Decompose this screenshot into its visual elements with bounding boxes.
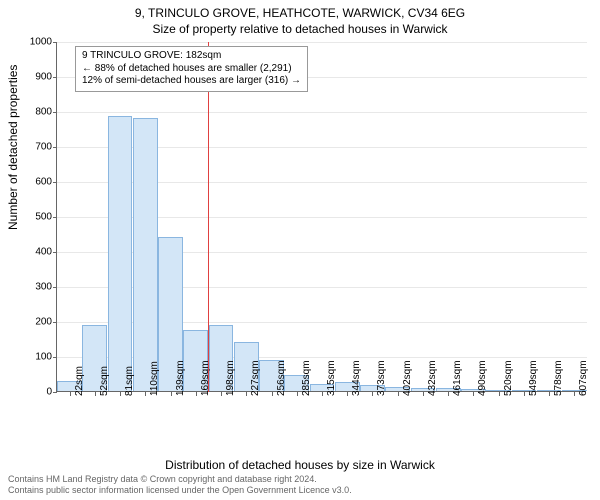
footer-line-1: Contains HM Land Registry data © Crown c… — [8, 474, 352, 485]
ytick-label: 900 — [12, 72, 52, 83]
ytick-mark — [53, 392, 57, 393]
xtick-mark — [272, 392, 273, 396]
xtick-mark — [120, 392, 121, 396]
annotation-line: 12% of semi-detached houses are larger (… — [82, 75, 301, 88]
reference-line — [208, 42, 209, 392]
ytick-label: 0 — [12, 387, 52, 398]
annotation-line: 9 TRINCULO GROVE: 182sqm — [82, 50, 301, 63]
ytick-mark — [53, 357, 57, 358]
xtick-label: 256sqm — [276, 360, 287, 396]
xtick-mark — [524, 392, 525, 396]
xtick-label: 169sqm — [200, 360, 211, 396]
footer: Contains HM Land Registry data © Crown c… — [8, 474, 352, 496]
xtick-mark — [145, 392, 146, 396]
xtick-label: 110sqm — [149, 361, 160, 396]
xtick-mark — [196, 392, 197, 396]
xtick-mark — [297, 392, 298, 396]
xtick-label: 22sqm — [74, 366, 85, 396]
xtick-label: 578sqm — [553, 360, 564, 396]
xtick-label: 315sqm — [326, 360, 337, 396]
chart-container: 9, TRINCULO GROVE, HEATHCOTE, WARWICK, C… — [0, 0, 600, 500]
chart-area: 0100200300400500600700800900100022sqm52s… — [56, 42, 586, 392]
annotation-box: 9 TRINCULO GROVE: 182sqm← 88% of detache… — [75, 46, 308, 92]
xtick-label: 52sqm — [99, 366, 110, 396]
ytick-mark — [53, 147, 57, 148]
xtick-label: 373sqm — [376, 360, 387, 396]
gridline — [57, 42, 587, 43]
page-subtitle: Size of property relative to detached ho… — [0, 22, 600, 38]
ytick-label: 1000 — [12, 37, 52, 48]
ytick-mark — [53, 182, 57, 183]
xtick-label: 607sqm — [578, 360, 589, 396]
xtick-label: 285sqm — [301, 360, 312, 396]
xtick-label: 490sqm — [477, 360, 488, 396]
histogram-bar — [108, 116, 133, 391]
xtick-label: 461sqm — [452, 360, 463, 396]
xtick-mark — [398, 392, 399, 396]
ytick-mark — [53, 322, 57, 323]
xtick-mark — [448, 392, 449, 396]
xtick-label: 198sqm — [225, 360, 236, 396]
xtick-mark — [221, 392, 222, 396]
ytick-label: 100 — [12, 352, 52, 363]
ytick-mark — [53, 112, 57, 113]
xtick-mark — [473, 392, 474, 396]
ytick-label: 300 — [12, 282, 52, 293]
xtick-label: 81sqm — [124, 366, 135, 396]
ytick-label: 500 — [12, 212, 52, 223]
ytick-label: 800 — [12, 107, 52, 118]
page-title: 9, TRINCULO GROVE, HEATHCOTE, WARWICK, C… — [0, 0, 600, 22]
xtick-label: 402sqm — [402, 360, 413, 396]
x-axis-label: Distribution of detached houses by size … — [0, 458, 600, 472]
xtick-mark — [171, 392, 172, 396]
ytick-mark — [53, 287, 57, 288]
xtick-mark — [549, 392, 550, 396]
ytick-mark — [53, 252, 57, 253]
xtick-mark — [246, 392, 247, 396]
ytick-mark — [53, 77, 57, 78]
ytick-label: 200 — [12, 317, 52, 328]
xtick-mark — [95, 392, 96, 396]
histogram-bar — [133, 118, 158, 391]
xtick-mark — [499, 392, 500, 396]
xtick-label: 344sqm — [351, 360, 362, 396]
xtick-label: 520sqm — [503, 360, 514, 396]
xtick-label: 432sqm — [427, 360, 438, 396]
xtick-mark — [423, 392, 424, 396]
ytick-label: 400 — [12, 247, 52, 258]
xtick-label: 227sqm — [250, 360, 261, 396]
annotation-line: ← 88% of detached houses are smaller (2,… — [82, 63, 301, 76]
footer-line-2: Contains public sector information licen… — [8, 485, 352, 496]
plot-region: 0100200300400500600700800900100022sqm52s… — [56, 42, 586, 392]
xtick-mark — [574, 392, 575, 396]
ytick-mark — [53, 42, 57, 43]
xtick-mark — [70, 392, 71, 396]
ytick-label: 600 — [12, 177, 52, 188]
gridline — [57, 112, 587, 113]
xtick-label: 549sqm — [528, 360, 539, 396]
xtick-mark — [322, 392, 323, 396]
xtick-mark — [372, 392, 373, 396]
ytick-label: 700 — [12, 142, 52, 153]
xtick-label: 139sqm — [175, 360, 186, 396]
xtick-mark — [347, 392, 348, 396]
ytick-mark — [53, 217, 57, 218]
